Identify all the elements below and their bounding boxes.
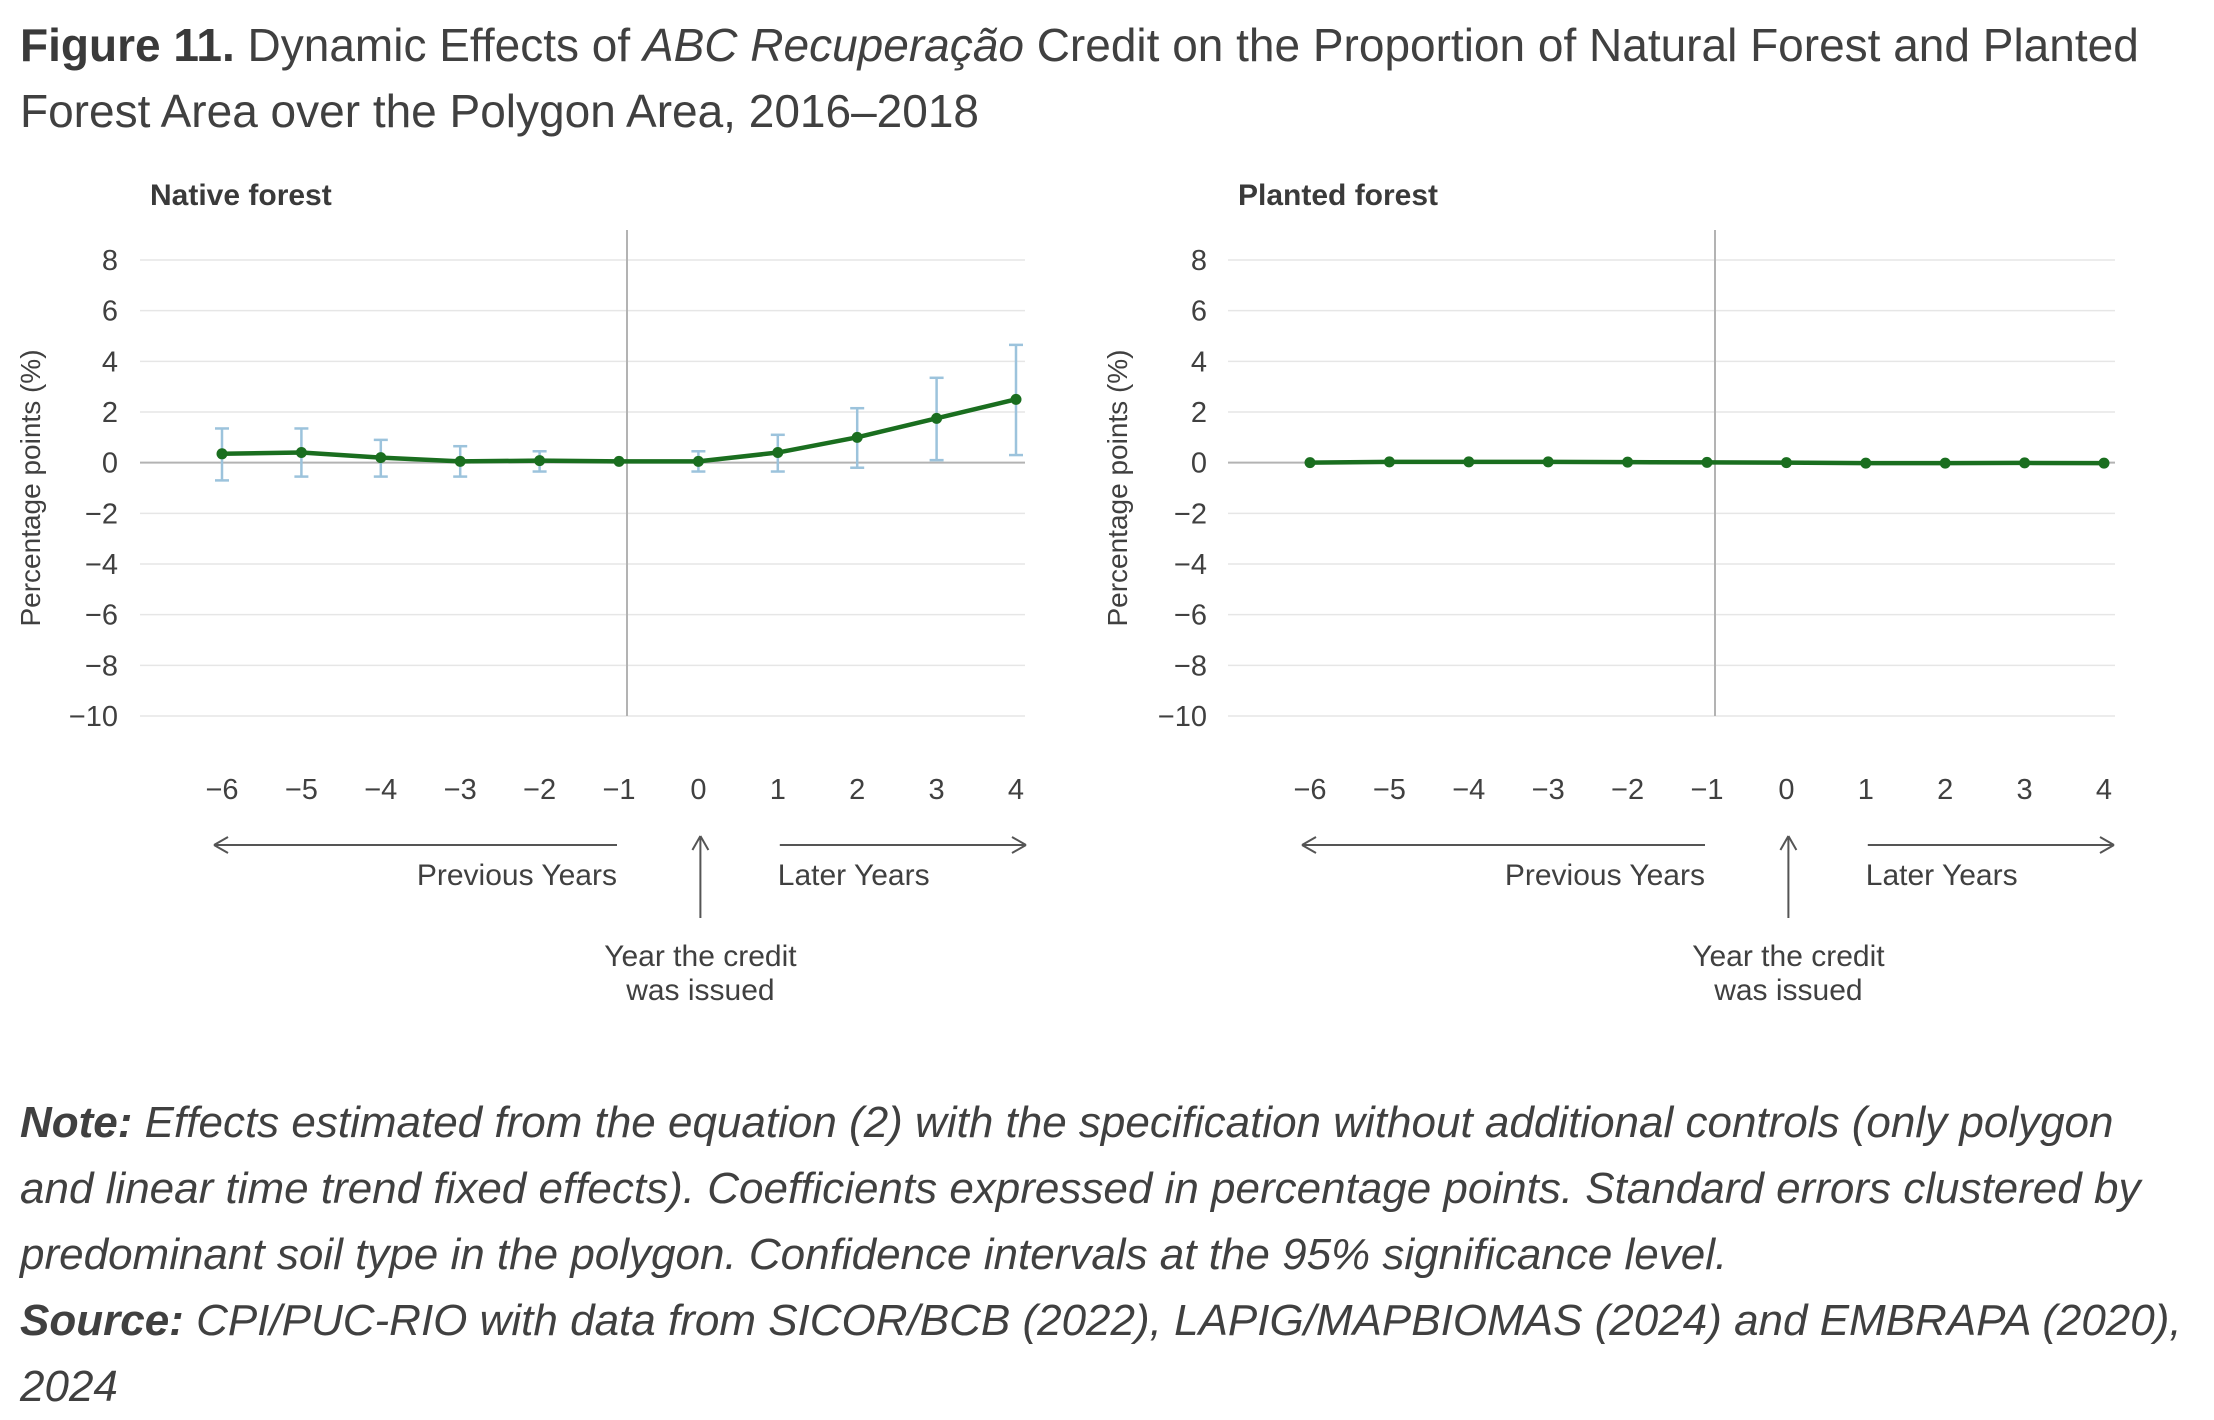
previous-arrow-head — [213, 836, 229, 854]
data-point — [2019, 457, 2031, 469]
y-tick-label: −4 — [85, 549, 118, 581]
data-point — [295, 447, 307, 459]
y-tick-label: −6 — [85, 600, 118, 632]
x-tick-label: 4 — [1008, 774, 1024, 806]
figure-title: Figure 11. Dynamic Effects of ABC Recupe… — [20, 12, 2190, 144]
note-label: Note: — [20, 1098, 133, 1147]
data-point — [1010, 393, 1022, 405]
issued-label-line1: Year the credit — [604, 940, 797, 973]
data-point — [1780, 457, 1792, 469]
x-tick-label: −1 — [1690, 774, 1723, 806]
data-point — [216, 448, 228, 460]
data-point — [454, 455, 466, 467]
issued-label-line1: Year the credit — [1692, 940, 1885, 973]
data-point — [534, 455, 546, 467]
data-point — [1939, 457, 1951, 469]
x-tick-label: −5 — [1373, 774, 1406, 806]
charts-canvas: Native forest Percentage points (%) 8 6 4 2 0 −… — [15, 179, 2115, 1007]
data-point — [931, 412, 943, 424]
later-years-label: Later Years — [778, 859, 930, 892]
y-tick-label: 6 — [1191, 296, 1207, 328]
y-tick-label: 4 — [1191, 346, 1207, 378]
data-point — [1383, 456, 1395, 468]
data-point — [1304, 457, 1316, 469]
x-tick-label: −6 — [205, 774, 238, 806]
data-point — [1542, 456, 1554, 468]
y-tick-label: 8 — [102, 245, 118, 277]
previous-years-label: Previous Years — [417, 859, 617, 892]
x-tick-label: −3 — [1532, 774, 1565, 806]
figure-title-post: Credit on the Proportion of Natural Fore… — [20, 19, 2139, 137]
chart-title: Planted forest — [1238, 179, 1438, 212]
y-tick-label: 0 — [1191, 448, 1207, 480]
figure-note: Note: Effects estimated from the equatio… — [20, 1090, 2190, 1420]
x-tick-label: −4 — [364, 774, 397, 806]
previous-arrow-head — [1301, 836, 1317, 854]
x-tick-label: 1 — [1858, 774, 1874, 806]
y-tick-label: 6 — [102, 296, 118, 328]
source-label: Source: — [20, 1296, 184, 1345]
data-point — [692, 455, 704, 467]
y-tick-label: −8 — [1174, 650, 1207, 682]
y-tick-label: −6 — [1174, 600, 1207, 632]
issued-label-line2: was issued — [1713, 974, 1862, 1007]
issued-label-line2: was issued — [625, 974, 774, 1007]
data-point — [613, 455, 625, 467]
chart-title: Native forest — [150, 179, 332, 212]
y-tick-label: 8 — [1191, 245, 1207, 277]
y-tick-label: 4 — [102, 346, 118, 378]
note-text: Effects estimated from the equation (2) … — [20, 1098, 2141, 1279]
x-tick-label: 1 — [770, 774, 786, 806]
figure-title-italic: ABC Recuperação — [642, 19, 1024, 71]
x-tick-label: 3 — [929, 774, 945, 806]
data-point — [772, 447, 784, 459]
data-point — [1860, 457, 1872, 469]
x-tick-label: 3 — [2017, 774, 2033, 806]
data-point — [1463, 456, 1475, 468]
y-tick-label: 2 — [102, 397, 118, 429]
later-arrow-head — [1011, 836, 1027, 854]
issued-arrow-head — [691, 835, 710, 851]
x-tick-label: −5 — [285, 774, 318, 806]
y-tick-label: −10 — [1158, 701, 1207, 733]
series-line — [221, 397, 1017, 464]
data-point — [1622, 456, 1634, 468]
x-tick-label: −1 — [602, 774, 635, 806]
issued-arrow-head — [1779, 835, 1798, 851]
figure-title-pre: Dynamic Effects of — [247, 19, 631, 71]
x-tick-label: −2 — [523, 774, 556, 806]
previous-years-label: Previous Years — [1505, 859, 1705, 892]
figure-label: Figure 11. — [20, 19, 235, 71]
y-axis-label: Percentage points (%) — [1102, 349, 1133, 626]
y-tick-label: 2 — [1191, 397, 1207, 429]
y-axis-label: Percentage points (%) — [15, 349, 46, 626]
x-tick-label: 2 — [849, 774, 865, 806]
y-tick-label: −10 — [69, 701, 118, 733]
planted-forest-chart: Planted forest Percentage points (%) 8 6 4 2 0… — [1102, 179, 2115, 1007]
y-tick-label: 0 — [102, 448, 118, 480]
x-tick-label: −6 — [1293, 774, 1326, 806]
x-tick-label: −3 — [444, 774, 477, 806]
native-forest-chart: Native forest Percentage points (%) 8 6 4 2 0 −… — [15, 179, 1027, 1007]
data-point — [2098, 457, 2110, 469]
y-tick-label: −2 — [85, 498, 118, 530]
data-point — [1701, 456, 1713, 468]
x-tick-label: 0 — [690, 774, 706, 806]
data-point — [375, 452, 387, 464]
y-tick-label: −2 — [1174, 498, 1207, 530]
x-tick-label: 4 — [2096, 774, 2112, 806]
y-tick-label: −4 — [1174, 549, 1207, 581]
data-point — [851, 431, 863, 443]
later-years-label: Later Years — [1866, 859, 2018, 892]
x-tick-label: 2 — [1937, 774, 1953, 806]
x-tick-label: 0 — [1778, 774, 1794, 806]
x-tick-label: −4 — [1452, 774, 1485, 806]
x-tick-label: −2 — [1611, 774, 1644, 806]
later-arrow-head — [2099, 836, 2115, 854]
y-tick-label: −8 — [85, 650, 118, 682]
source-text: CPI/PUC-RIO with data from SICOR/BCB (20… — [20, 1296, 2182, 1411]
